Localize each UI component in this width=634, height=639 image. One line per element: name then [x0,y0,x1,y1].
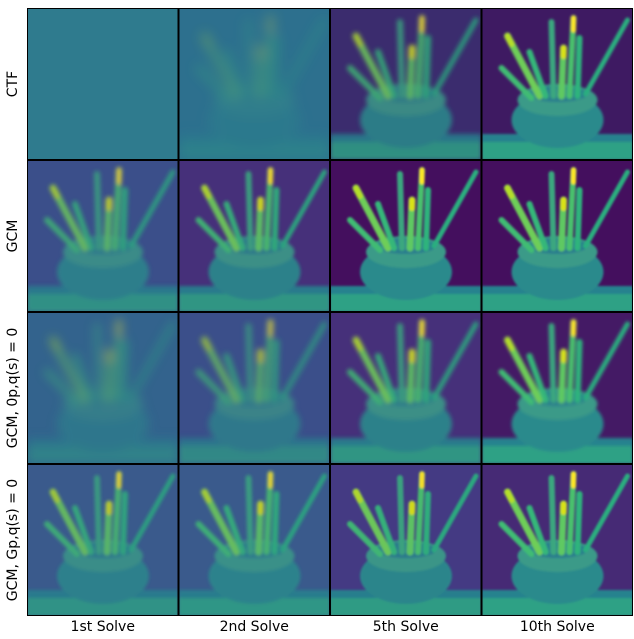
image-panel [330,8,482,160]
row-label: GCM, Gp,q(s) = 0 [5,479,21,601]
image-panel [179,160,331,312]
image-panel [179,312,331,464]
column-label: 1st Solve [71,619,135,635]
image-panel [482,464,634,616]
figure: 1st Solve 2nd Solve 5th Solve 10th Solve CTF… [0,0,634,635]
image-panel [330,312,482,464]
column-label: 5th Solve [373,619,439,635]
image-panel [179,464,331,616]
image-panel [482,312,634,464]
image-panel [27,160,179,312]
image-panel [27,312,179,464]
image-panel [27,464,179,616]
image-panel [27,8,179,160]
row-label: GCM, 0p,q(s) = 0 [5,328,21,449]
column-label: 2nd Solve [220,619,289,635]
image-panel [179,8,331,160]
image-panel [482,8,634,160]
image-panel [330,464,482,616]
row-label: CTF [5,71,21,97]
column-label: 10th Solve [520,619,595,635]
image-grid [27,8,633,616]
image-panel [482,160,634,312]
image-panel [330,160,482,312]
row-label: GCM [5,220,21,253]
